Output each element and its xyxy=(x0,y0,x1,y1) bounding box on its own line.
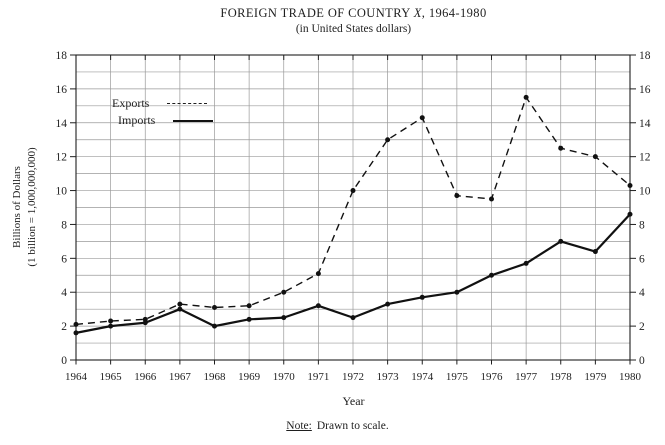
imports-point xyxy=(523,260,529,266)
y-tick-label-left: 14 xyxy=(56,118,68,130)
exports-point xyxy=(627,182,633,188)
x-tick-label: 1975 xyxy=(446,371,469,383)
exports-point xyxy=(350,188,356,194)
imports-point xyxy=(419,294,425,300)
imports-point xyxy=(212,323,217,329)
chart-title-country-x: X xyxy=(413,6,422,20)
y-tick-label-left: 4 xyxy=(61,287,67,299)
imports-point xyxy=(350,315,356,321)
exports-point xyxy=(385,137,391,143)
chart-title-prefix: FOREIGN TRADE OF COUNTRY xyxy=(220,6,414,20)
chart-subtitle: (in United States dollars) xyxy=(295,23,412,35)
x-tick-label: 1977 xyxy=(515,371,538,383)
exports-point xyxy=(281,289,287,295)
x-axis-title: Year xyxy=(342,394,365,408)
imports-point xyxy=(385,301,391,307)
x-tick-label: 1979 xyxy=(584,371,607,383)
y-tick-label-right: 2 xyxy=(639,321,645,333)
y-tick-label-right: 4 xyxy=(639,287,645,299)
y-tick-label-left: 0 xyxy=(61,355,67,367)
note-label: Note: xyxy=(286,420,312,432)
note: Note: Drawn to scale. xyxy=(10,420,665,432)
legend-row-exports: Exports xyxy=(112,95,213,112)
x-tick-label: 1965 xyxy=(100,371,123,383)
exports-point xyxy=(212,304,217,310)
legend-row-imports: Imports xyxy=(118,112,213,129)
imports-point xyxy=(489,272,494,278)
x-tick-label: 1966 xyxy=(134,371,157,383)
x-tick-label: 1969 xyxy=(238,371,261,383)
y-tick-label-left: 16 xyxy=(56,84,68,96)
y-tick-label-right: 10 xyxy=(639,186,651,198)
imports-point xyxy=(108,323,114,329)
imports-point xyxy=(73,330,79,336)
exports-dashed-line-sample xyxy=(167,103,207,104)
exports-point xyxy=(489,196,494,202)
legend-label-imports: Imports xyxy=(118,113,156,127)
x-tick-label: 1972 xyxy=(342,371,364,383)
x-tick-label: 1973 xyxy=(377,371,400,383)
x-tick-label: 1970 xyxy=(273,371,296,383)
y-tick-label-left: 18 xyxy=(56,50,68,62)
y-tick-label-left: 12 xyxy=(56,152,68,164)
y-tick-label-right: 18 xyxy=(639,50,651,62)
exports-point xyxy=(315,271,321,277)
imports-point xyxy=(627,211,633,217)
y-tick-label-left: 10 xyxy=(56,186,68,198)
imports-point xyxy=(454,289,460,295)
imports-point xyxy=(177,306,183,312)
y-tick-label-left: 8 xyxy=(61,219,67,231)
x-tick-label: 1964 xyxy=(65,371,88,383)
legend-label-exports: Exports xyxy=(112,96,150,110)
y-tick-label-right: 6 xyxy=(639,253,645,265)
x-tick-label: 1967 xyxy=(169,371,192,383)
exports-point xyxy=(419,115,425,121)
exports-point xyxy=(108,318,114,324)
x-tick-label: 1974 xyxy=(411,371,434,383)
imports-point xyxy=(281,315,287,321)
x-tick-label: 1978 xyxy=(550,371,573,383)
imports-point xyxy=(558,238,564,244)
x-tick-label: 1968 xyxy=(204,371,227,383)
y-tick-label-left: 2 xyxy=(61,321,67,333)
imports-point xyxy=(315,303,321,309)
exports-point xyxy=(558,145,564,151)
y-tick-label-right: 14 xyxy=(639,118,651,130)
x-tick-label: 1980 xyxy=(619,371,642,383)
imports-solid-line-sample xyxy=(173,119,213,122)
note-text: Drawn to scale. xyxy=(316,420,389,432)
y-tick-label-right: 12 xyxy=(639,152,651,164)
y-tick-label-right: 0 xyxy=(639,355,645,367)
exports-point xyxy=(246,303,252,309)
chart-title: FOREIGN TRADE OF COUNTRY X, 1964-1980 xyxy=(42,6,665,21)
exports-point xyxy=(454,193,460,199)
exports-point xyxy=(177,301,183,307)
y-tick-label-right: 8 xyxy=(639,219,645,231)
imports-point xyxy=(592,249,598,255)
imports-point xyxy=(246,316,252,322)
exports-point xyxy=(73,321,79,327)
x-tick-label: 1971 xyxy=(307,371,329,383)
exports-point xyxy=(592,154,598,160)
y-tick-label-right: 16 xyxy=(639,84,651,96)
exports-point xyxy=(523,94,529,100)
legend: Exports Imports xyxy=(112,95,213,129)
chart-title-years: , 1964-1980 xyxy=(421,6,487,20)
x-tick-label: 1976 xyxy=(481,371,504,383)
y-tick-label-left: 6 xyxy=(61,253,67,265)
imports-point xyxy=(142,320,148,326)
